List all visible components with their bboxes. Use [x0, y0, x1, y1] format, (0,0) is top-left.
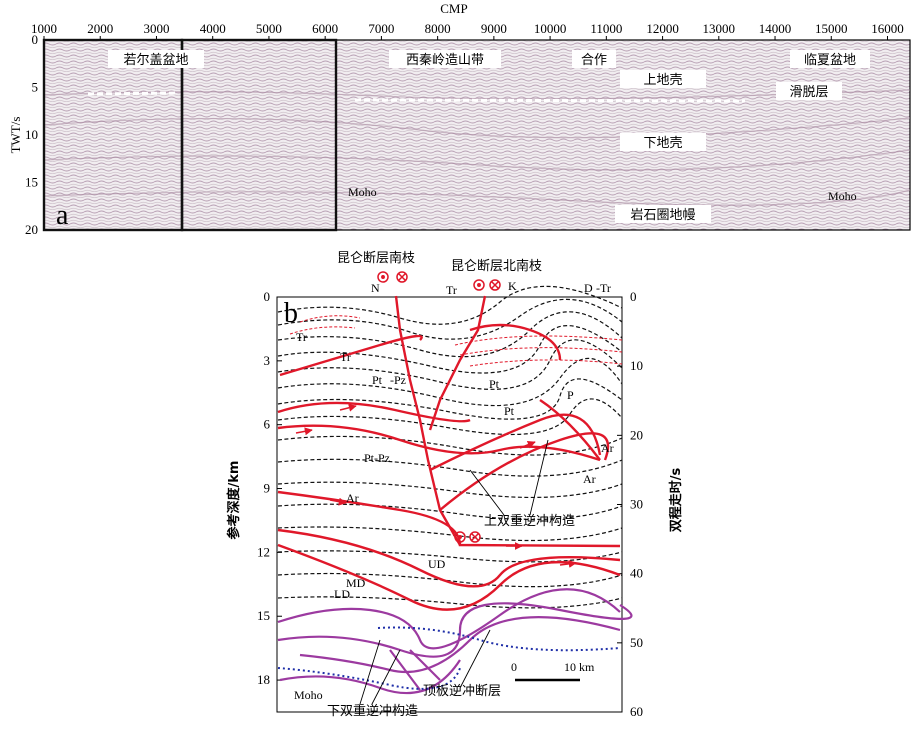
- depth-tick-label: 9: [264, 481, 271, 496]
- label-detachment: 滑脱层: [789, 85, 828, 100]
- twt-b-axis-title: 双程走时/s: [668, 468, 684, 533]
- unit-ar-c: Ar: [583, 472, 596, 486]
- label-ld: LD: [334, 587, 350, 601]
- label-upper-crust: 上地壳: [643, 73, 682, 88]
- cmp-tick-label: 1000: [31, 21, 57, 36]
- highlight-box-middle: [180, 38, 338, 232]
- depth-tick-label: 6: [264, 417, 271, 432]
- label-ud: UD: [428, 557, 446, 571]
- unit-ar-a: Ar: [346, 491, 359, 505]
- cmp-tick-label: 3000: [143, 21, 169, 36]
- cmp-tick-label: 13000: [703, 21, 736, 36]
- twt-b-tick-label: 50: [630, 635, 643, 650]
- label-hezuo: 合作: [581, 53, 607, 68]
- unit-pt-pz-a: Pt: [372, 373, 383, 387]
- top-label-n: N: [371, 281, 380, 295]
- cmp-tick-label: 5000: [256, 21, 282, 36]
- cmp-tick-label: 9000: [481, 21, 507, 36]
- cmp-tick-label: 6000: [312, 21, 338, 36]
- twt-b-tick-labels: 0 10 20 30 40 50 60: [617, 289, 643, 719]
- label-linxia-basin: 临夏盆地: [804, 53, 856, 68]
- label-moho-b: Moho: [294, 688, 323, 702]
- leader-lines: [359, 439, 549, 705]
- stratigraphic-horizons: [277, 285, 623, 609]
- cmp-tick-label: 15000: [815, 21, 848, 36]
- depth-tick-label: 12: [257, 544, 270, 559]
- cross-section-frame: [276, 296, 623, 713]
- twt-b-tick-label: 20: [630, 427, 643, 442]
- twt-b-tick-label: 40: [630, 566, 643, 581]
- unit-ar-b: Ar: [601, 441, 614, 455]
- twt-tick-labels: 0 5 10 15 20: [25, 32, 38, 237]
- twt-tick-label: 5: [32, 80, 39, 95]
- label-upper-duplex: 上双重逆冲构造: [484, 513, 575, 529]
- cmp-tick-label: 7000: [368, 21, 394, 36]
- cmp-tick-label: 8000: [425, 21, 451, 36]
- top-label-tr: Tr: [446, 283, 457, 297]
- twt-tick-label: 20: [25, 222, 38, 237]
- cmp-tick-label: 10000: [534, 21, 567, 36]
- moho-dotted-lines: [277, 626, 621, 690]
- scale-length: 10 km: [564, 660, 595, 674]
- top-label-tr2: -Tr: [596, 281, 611, 295]
- depth-tick-label: 3: [264, 353, 271, 368]
- depth-tick-labels: 0 3 6 9 12 15 18: [257, 289, 282, 687]
- fault-north-label: 昆仑断层北南枝: [451, 258, 542, 274]
- cmp-tick-label: 14000: [759, 21, 792, 36]
- panel-a-labels: 若尔盖盆地 西秦岭造山带 合作 临夏盆地 上地壳 滑脱层 下地壳 Moho Mo…: [56, 50, 870, 231]
- scale-bar: 0 10 km: [511, 660, 595, 682]
- depth-tick-label: 0: [264, 289, 271, 304]
- label-lower-crust: 下地壳: [643, 136, 682, 151]
- detachment-line-east: [354, 98, 746, 103]
- cmp-tick-label: 2000: [87, 21, 113, 36]
- panel-b: 0 3 6 9 12 15 18 0 10 20 30 40 50 60 参考深度/km 双程走时/s: [226, 250, 684, 719]
- cmp-tick-label: 4000: [200, 21, 226, 36]
- cmp-tick-label: 16000: [871, 21, 904, 36]
- detachment-line-west: [87, 91, 177, 96]
- top-label-k: K: [508, 279, 517, 293]
- cmp-tick-label: 11000: [590, 21, 622, 36]
- twt-b-tick-label: 0: [630, 289, 637, 304]
- label-lower-duplex: 下双重逆冲构造: [327, 703, 418, 719]
- label-moho-right: Moho: [828, 189, 857, 203]
- label-west-qinling: 西秦岭造山带: [406, 53, 484, 68]
- twt-tick-label: 10: [25, 127, 38, 142]
- unit-pz: P: [567, 388, 574, 402]
- panel-a: CMP 1000 2000 3000 4000 5000 6000 7000 8000 9000…: [8, 1, 911, 237]
- label-md: MD: [346, 576, 366, 590]
- twt-b-tick-label: 10: [630, 358, 643, 373]
- slip-arrows: [295, 403, 577, 568]
- twt-axis-title: TWT/s: [8, 117, 23, 154]
- twt-tick-label: 15: [25, 175, 38, 190]
- unit-tr-b: Tr: [340, 350, 351, 364]
- unit-tr-a: Tr: [296, 330, 307, 344]
- label-roof-thrust: 顶板逆冲断层: [423, 683, 501, 699]
- unit-pt-pz-a2: -Pz: [390, 373, 406, 387]
- fault-south-label: 昆仑断层南枝: [337, 250, 415, 266]
- strike-slip-symbols: [377, 271, 501, 543]
- top-label-d: D: [584, 281, 593, 295]
- depth-axis-title: 参考深度/km: [226, 461, 242, 540]
- cmp-tick-label: 12000: [646, 21, 679, 36]
- panel-b-letter: b: [284, 298, 298, 329]
- scale-zero: 0: [511, 660, 517, 674]
- label-lithosphere: 岩石圈地幔: [630, 208, 695, 223]
- cmp-tick-labels: 1000 2000 3000 4000 5000 6000 7000 8000 9000 1000…: [31, 21, 904, 40]
- twt-b-tick-label: 30: [630, 497, 643, 512]
- label-zoige-basin: 若尔盖盆地: [123, 52, 188, 68]
- panel-a-letter: a: [56, 200, 69, 231]
- unit-pt-b: Pt: [489, 377, 500, 391]
- label-moho-left: Moho: [348, 185, 377, 199]
- unit-pt-c: Pt: [504, 404, 515, 418]
- cmp-axis-title: CMP: [440, 1, 467, 16]
- twt-tick-label: 0: [32, 32, 39, 47]
- twt-b-tick-label: 60: [630, 704, 643, 719]
- depth-tick-label: 18: [257, 672, 270, 687]
- unit-pt-pz-b: Pt-Pz: [364, 451, 390, 465]
- depth-tick-label: 15: [257, 608, 270, 623]
